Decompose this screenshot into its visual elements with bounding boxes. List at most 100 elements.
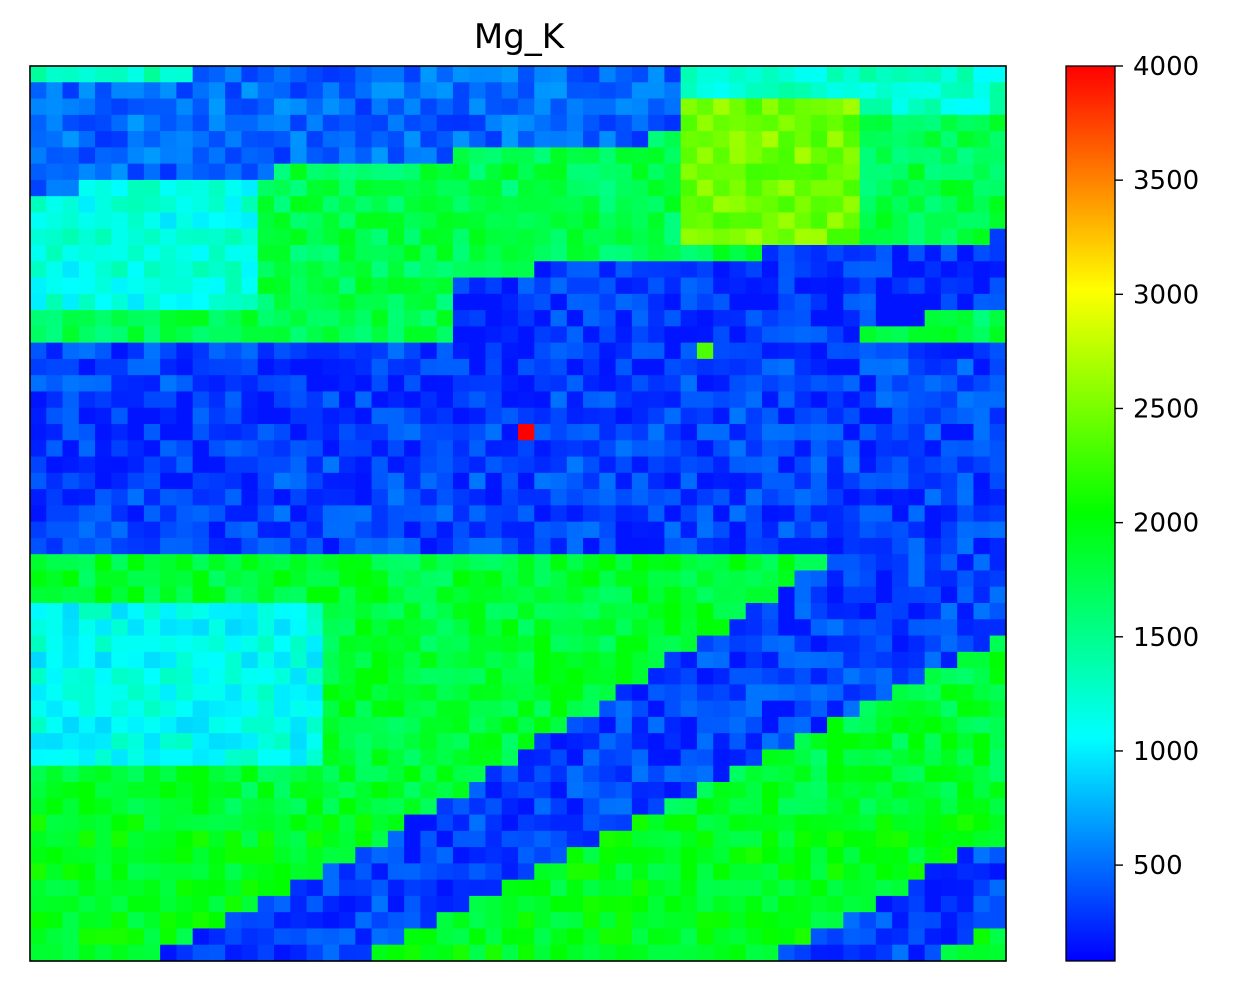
heatmap-cell — [436, 342, 454, 360]
heatmap-cell — [810, 326, 828, 344]
heatmap-cell — [95, 830, 112, 848]
heatmap-cell — [859, 98, 877, 116]
heatmap-cell — [940, 326, 958, 344]
heatmap-cell — [940, 82, 958, 100]
heatmap-cell — [534, 895, 552, 913]
heatmap-cell — [111, 716, 129, 734]
heatmap-cell — [973, 782, 991, 799]
heatmap-cell — [615, 407, 633, 425]
heatmap-cell — [908, 879, 926, 897]
heatmap-cell — [859, 391, 877, 409]
heatmap-cell — [550, 554, 568, 572]
heatmap-cell — [420, 830, 438, 848]
heatmap-cell — [778, 310, 796, 327]
heatmap-cell — [859, 228, 877, 246]
heatmap-cell — [534, 912, 552, 930]
heatmap-cell — [908, 245, 926, 262]
heatmap-cell — [404, 342, 421, 360]
heatmap-cell — [225, 700, 243, 718]
heatmap-cell — [599, 912, 617, 930]
heatmap-cell — [599, 895, 617, 913]
heatmap-cell — [436, 66, 454, 83]
heatmap-cell — [95, 668, 112, 685]
heatmap-cell — [534, 537, 552, 555]
heatmap-cell — [225, 570, 243, 588]
heatmap-cell — [745, 163, 763, 181]
heatmap-cell — [583, 684, 600, 702]
heatmap-cell — [143, 66, 161, 83]
heatmap-cell — [127, 424, 145, 441]
heatmap-cell — [810, 293, 828, 311]
heatmap-cell — [387, 619, 405, 637]
heatmap-cell — [485, 261, 503, 279]
heatmap-cell — [241, 863, 259, 881]
heatmap-cell — [501, 830, 519, 848]
heatmap-cell — [583, 310, 600, 327]
heatmap-cell — [957, 66, 975, 83]
heatmap-cell — [957, 830, 975, 848]
heatmap-cell — [599, 98, 617, 116]
heatmap-cell — [111, 879, 129, 897]
heatmap-cell — [30, 293, 47, 311]
heatmap-cell — [989, 472, 1007, 490]
heatmap-cell — [859, 66, 877, 83]
heatmap-cell — [469, 163, 487, 181]
heatmap-cell — [257, 798, 275, 816]
heatmap-cell — [534, 651, 552, 669]
heatmap-cell — [940, 131, 958, 148]
heatmap-cell — [550, 293, 568, 311]
heatmap-cell — [241, 603, 259, 620]
heatmap-cell — [843, 554, 861, 572]
heatmap-cell — [127, 928, 145, 946]
heatmap-cell — [566, 928, 584, 946]
heatmap-cell — [713, 830, 731, 848]
heatmap-cell — [127, 619, 145, 637]
heatmap-cell — [713, 619, 731, 637]
heatmap-cell — [469, 66, 487, 83]
heatmap-cell — [95, 326, 112, 344]
heatmap-cell — [518, 603, 535, 620]
heatmap-cell — [875, 196, 893, 214]
heatmap-cell — [62, 651, 80, 669]
heatmap-cell — [518, 456, 535, 474]
heatmap-cell — [762, 814, 779, 832]
heatmap-cell — [843, 716, 861, 734]
heatmap-cell — [143, 700, 161, 718]
heatmap-cell — [973, 749, 991, 767]
heatmap-cell — [859, 375, 877, 393]
heatmap-cell — [290, 147, 308, 165]
heatmap-cell — [648, 261, 665, 279]
heatmap-cell — [534, 798, 552, 816]
heatmap-cell — [550, 700, 568, 718]
heatmap-cell — [957, 521, 975, 539]
heatmap-cell — [648, 147, 665, 165]
heatmap-cell — [225, 554, 243, 572]
heatmap-cell — [176, 912, 194, 930]
heatmap-cell — [257, 765, 275, 783]
heatmap-cell — [892, 668, 909, 685]
heatmap-cell — [322, 293, 340, 311]
heatmap-cell — [160, 261, 177, 279]
heatmap-cell — [713, 424, 731, 441]
heatmap-cell — [306, 98, 324, 116]
heatmap-cell — [794, 391, 812, 409]
heatmap-cell — [355, 928, 373, 946]
heatmap-cell — [745, 82, 763, 100]
heatmap-cell — [843, 114, 861, 132]
heatmap-cell — [550, 928, 568, 946]
heatmap-cell — [599, 944, 617, 962]
heatmap-cell — [696, 586, 714, 604]
heatmap-cell — [631, 82, 649, 100]
heatmap-cell — [111, 733, 129, 751]
heatmap-cell — [924, 391, 942, 409]
heatmap-cell — [30, 375, 47, 393]
heatmap-cell — [501, 765, 519, 783]
heatmap-cell — [843, 326, 861, 344]
heatmap-cell — [225, 424, 243, 441]
heatmap-cell — [371, 342, 389, 360]
heatmap-cell — [208, 684, 226, 702]
heatmap-cell — [859, 245, 877, 262]
heatmap-cell — [485, 847, 503, 864]
heatmap-cell — [664, 212, 682, 230]
